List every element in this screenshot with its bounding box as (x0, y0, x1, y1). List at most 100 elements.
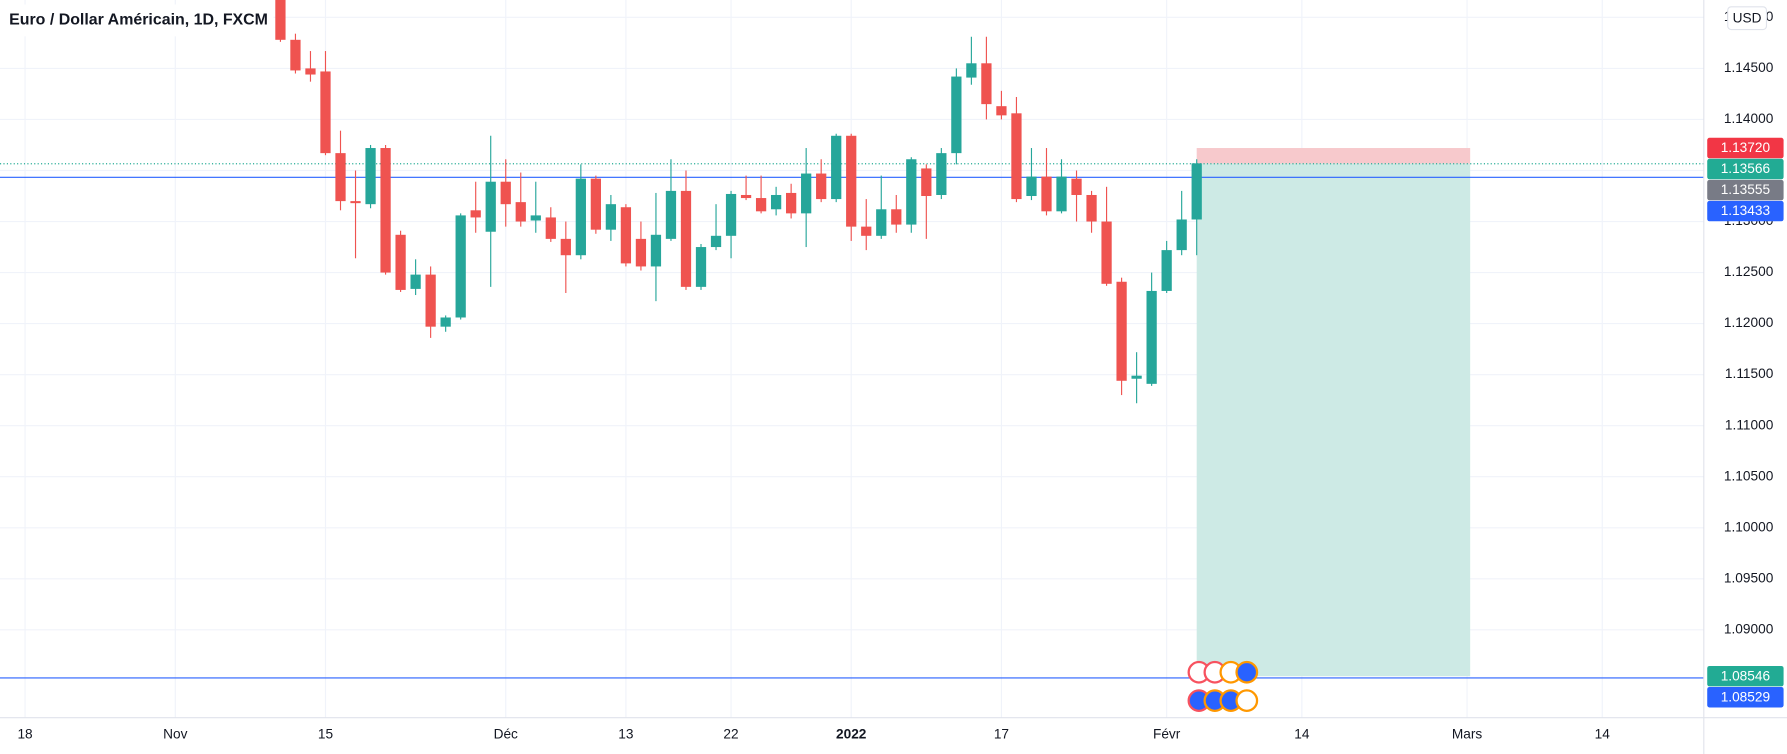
candle-body (695, 247, 707, 287)
candle-body (1086, 194, 1097, 222)
x-tick-label: 14 (1294, 726, 1310, 741)
candle-body (951, 76, 962, 154)
candle-body (455, 215, 466, 318)
x-tick-label: 18 (17, 726, 32, 741)
price-badge (1707, 200, 1784, 222)
plot (0, 0, 1704, 679)
candle-body (530, 215, 541, 221)
candle-body (350, 201, 361, 204)
price-badge (1707, 137, 1784, 159)
candle-body (966, 63, 977, 78)
candle-body (275, 0, 286, 40)
candle-body (921, 168, 932, 197)
candle-body (1041, 176, 1052, 212)
candle-body (891, 209, 902, 225)
y-tick-label: 1.14000 (1724, 111, 1774, 126)
price-badge (1707, 687, 1784, 708)
x-tick-label: 2022 (836, 726, 867, 741)
y-tick-label: 1.10500 (1724, 468, 1774, 483)
candle-body (575, 178, 586, 256)
candle-body (801, 173, 812, 214)
candle-body (1176, 219, 1187, 251)
x-tick-label: 17 (994, 726, 1009, 741)
x-tick-label: Févr (1153, 726, 1181, 741)
y-tick-label: 1.10000 (1724, 519, 1774, 534)
candle-body (1131, 375, 1142, 379)
position-stop (1196, 148, 1471, 164)
position-target (1196, 163, 1471, 677)
event-icon[interactable] (1235, 660, 1259, 684)
candle-body (861, 226, 872, 236)
candle-body (1101, 221, 1112, 284)
candle-body (1191, 163, 1202, 220)
title-bg (0, 4, 274, 37)
candle-body (1161, 250, 1172, 291)
candle-body (755, 198, 767, 212)
price-labels: 1.13720 1.13566 1.13555 1.13433 1.08546 1.085… (1707, 137, 1784, 708)
candle-body (440, 317, 451, 327)
candle-body (290, 39, 301, 71)
event-icon[interactable] (1235, 689, 1259, 712)
candle-body (710, 235, 722, 248)
candle-body (335, 153, 346, 202)
x-tick-label: Déc (494, 726, 518, 741)
price-badge (1707, 665, 1784, 687)
candle-body (500, 181, 511, 205)
candle-body (981, 63, 992, 105)
price-badge-label: 1.08529 (1721, 689, 1770, 704)
candle-body (470, 210, 481, 218)
candle-body (410, 274, 421, 289)
candle-body (425, 274, 436, 327)
price-badge (1707, 158, 1784, 180)
candle-body (485, 181, 496, 232)
currency-button[interactable] (1727, 6, 1768, 31)
x-tick-label: Mars (1452, 726, 1483, 741)
candle-body (590, 178, 601, 230)
y-tick-label: 1.11000 (1725, 417, 1774, 432)
candle-body (665, 190, 677, 239)
candle-body (320, 71, 331, 154)
candle-body (1116, 281, 1127, 381)
x-tick-label: Nov (163, 726, 187, 741)
candle-body (996, 106, 1007, 116)
candle-body (846, 135, 857, 227)
candle-body (831, 135, 842, 200)
price-badge-label: 1.13433 (1721, 203, 1770, 218)
candle-body (545, 217, 556, 239)
candle-body (650, 234, 662, 267)
candle-body (786, 192, 797, 214)
candle-body (906, 159, 917, 225)
candle-body (770, 194, 782, 210)
y-tick-label: 1.11500 (1725, 366, 1774, 381)
price-badge-label: 1.13720 (1721, 140, 1771, 155)
price-badge-label: 1.13566 (1721, 161, 1770, 176)
x-tick-label: 14 (1595, 726, 1611, 741)
candle-body (680, 190, 692, 287)
x-tick-label: 22 (723, 726, 738, 741)
candle-body (1146, 290, 1157, 384)
chart-title: Euro / Dollar Américain, 1D, FXCM (9, 12, 268, 29)
candle-body (1056, 176, 1067, 212)
y-tick-label: 1.12000 (1724, 315, 1774, 330)
candle-body (876, 209, 887, 236)
candle-body (365, 148, 376, 205)
y-tick-label: 1.12500 (1724, 264, 1774, 279)
y-tick-label: 1.14500 (1724, 60, 1774, 75)
price-badge-label: 1.08546 (1721, 668, 1770, 683)
candle-body (1011, 113, 1022, 200)
candle-body (305, 68, 316, 75)
candle-body (816, 173, 827, 200)
price-badge-label: 1.13555 (1721, 182, 1771, 197)
candle-body (515, 202, 526, 222)
price-badge (1707, 179, 1784, 201)
currency[interactable]: USD (1733, 10, 1762, 25)
y-tick-label: 1.09000 (1724, 621, 1774, 636)
candle-body (620, 207, 632, 264)
y-tick-label: 1.09500 (1724, 570, 1774, 585)
candle-body (395, 234, 406, 290)
event-icons (1187, 660, 1259, 712)
x-tick-label: 15 (318, 726, 334, 741)
